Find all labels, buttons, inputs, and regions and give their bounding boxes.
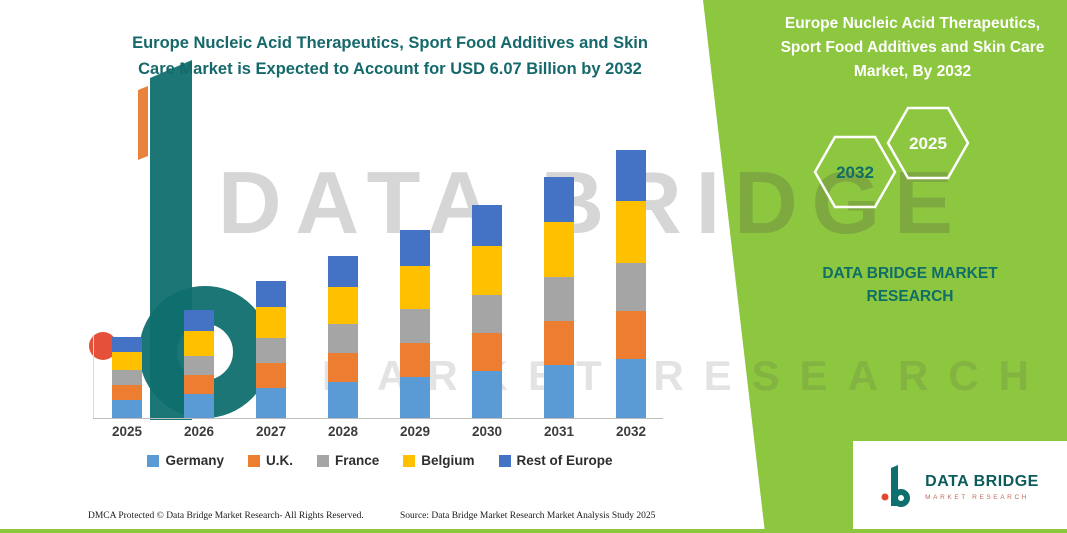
footer-source-text: Source: Data Bridge Market Research Mark…	[400, 511, 656, 521]
side-panel-title-line1: Europe Nucleic Acid Therapeutics,	[784, 15, 1041, 32]
bar-segment-belgium-2029	[400, 266, 430, 309]
bar-segment-france-2029	[400, 309, 430, 343]
footer-logo-brand: DATA BRIDGE	[925, 473, 1039, 490]
legend-item-u-k: U.K.	[247, 453, 293, 468]
watermark-text: DATA BRIDGE	[218, 153, 967, 252]
year-hexagons: 2032 2025	[813, 106, 970, 209]
chart-title-line1: Europe Nucleic Acid Therapeutics, Sport …	[132, 34, 648, 52]
legend-item-france: France	[316, 453, 380, 468]
legend-item-belgium: Belgium	[403, 453, 475, 468]
legend-item-rest-of-europe: Rest of Europe	[498, 453, 613, 468]
hexagon-2025	[886, 106, 970, 180]
footer-logo-b-icon	[881, 465, 911, 507]
footer-dmca-text: DMCA Protected © Data Bridge Market Rese…	[88, 511, 364, 521]
footer-logo-sub: MARKET RESEARCH	[925, 494, 1030, 501]
legend-label-germany: Germany	[165, 453, 224, 468]
bar-segment-belgium-2028	[328, 287, 358, 324]
chart-title: Europe Nucleic Acid Therapeutics, Sport …	[85, 30, 695, 82]
side-panel-brand-line2: RESEARCH	[866, 288, 954, 305]
side-panel-title: Europe Nucleic Acid Therapeutics, Sport …	[765, 12, 1060, 84]
footer-logo-text: DATA BRIDGE MARKET RESEARCH	[925, 473, 1039, 501]
legend-label-france: France	[334, 453, 380, 468]
legend-swatch-belgium	[403, 454, 416, 467]
side-panel-title-line3: Market, By 2032	[853, 63, 972, 80]
bar-segment-france-2030	[472, 295, 502, 333]
x-axis-label-2031: 2031	[543, 424, 575, 439]
x-axis-label-2028: 2028	[327, 424, 359, 439]
chart-legend: Germany U.K. France Belgium Rest of Europe	[85, 453, 675, 468]
hexagon-2025-label: 2025	[909, 134, 947, 153]
side-panel-brand: DATA BRIDGE MARKET RESEARCH	[770, 262, 1050, 308]
x-axis-label-2029: 2029	[399, 424, 431, 439]
side-panel-title-line2: Sport Food Additives and Skin Care	[780, 39, 1045, 56]
bar-segment-rest-of-europe-2028	[328, 256, 358, 287]
x-axis-line	[93, 418, 663, 419]
hexagon-2032-label: 2032	[836, 163, 874, 182]
legend-swatch-france	[316, 454, 329, 467]
legend-swatch-rest-of-europe	[498, 454, 511, 467]
bar-segment-france-2031	[544, 277, 574, 321]
x-axis-label-2032: 2032	[615, 424, 647, 439]
legend-label-u-k: U.K.	[265, 453, 293, 468]
legend-label-belgium: Belgium	[421, 453, 475, 468]
side-panel-brand-line1: DATA BRIDGE MARKET	[822, 265, 998, 282]
chart-title-line2: Care Market is Expected to Account for U…	[138, 60, 642, 78]
legend-item-germany: Germany	[147, 453, 224, 468]
legend-label-rest-of-europe: Rest of Europe	[516, 453, 613, 468]
bar-segment-france-2032	[616, 263, 646, 311]
x-axis-label-2030: 2030	[471, 424, 503, 439]
hexagon-2032	[813, 135, 897, 209]
watermark-subtext: MARKET RESEARCH	[322, 352, 1050, 399]
footer-logo: DATA BRIDGE MARKET RESEARCH	[853, 441, 1067, 533]
bar-segment-france-2028	[328, 324, 358, 353]
bottom-accent-strip	[0, 529, 1067, 533]
legend-swatch-germany	[147, 454, 160, 467]
legend-swatch-u-k	[247, 454, 260, 467]
y-axis-line	[93, 336, 94, 418]
